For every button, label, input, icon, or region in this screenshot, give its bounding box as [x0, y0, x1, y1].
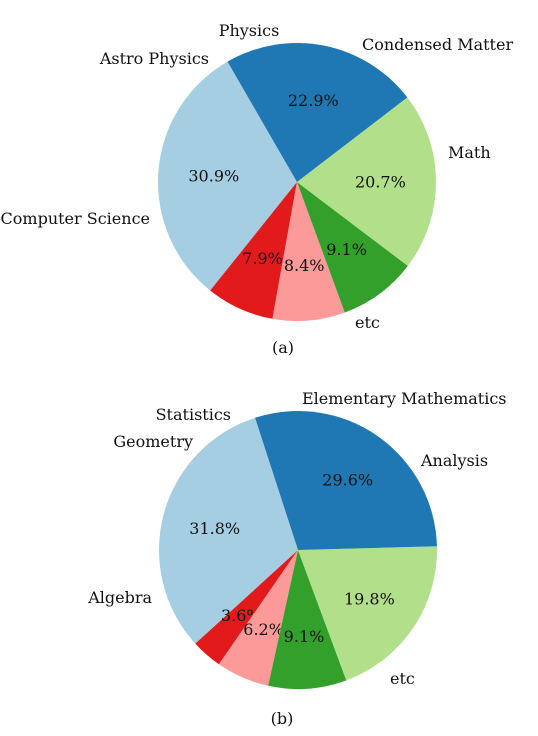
- pie-label-etc: etc: [390, 669, 415, 688]
- pie-label-physics: Physics: [219, 21, 280, 40]
- pie-slice-astro-physics: [210, 182, 297, 319]
- pie-percent-condensed-matter: 9.1%: [326, 240, 367, 259]
- pie-slice-elementary-mathematics: [268, 550, 347, 689]
- pie-label-computer-science: Computer Science: [1, 209, 150, 228]
- pie-label-math: Math: [448, 143, 491, 162]
- pie-percent-statistics: 6.2%: [243, 620, 284, 639]
- caption-a: (a): [272, 338, 294, 357]
- pie-label-geometry: Geometry: [113, 432, 193, 451]
- pie-slice-geometry: [195, 550, 298, 665]
- pie-label-astro-physics: Astro Physics: [99, 49, 209, 68]
- pie-label-algebra: Algebra: [87, 588, 152, 607]
- pie-percent-etc: 29.6%: [322, 471, 373, 490]
- pie-percent-math: 20.7%: [355, 173, 406, 192]
- pie-percent-astro-physics: 7.9%: [242, 249, 283, 268]
- pie-label-condensed-matter: Condensed Matter: [362, 35, 513, 54]
- pie-slice-physics: [272, 182, 345, 321]
- pie-label-etc: etc: [355, 313, 380, 332]
- pie-label-analysis: Analysis: [420, 451, 488, 470]
- pie-slice-condensed-matter: [297, 182, 408, 313]
- pie-percent-algebra: 31.8%: [189, 519, 240, 538]
- pie-percent-computer-science: 30.9%: [188, 167, 239, 186]
- pie-chart-b: 31.8%3.6%6.2% 9.1%19.8%29.6%AlgebraGeomet…: [87, 389, 507, 689]
- pie-slice-algebra: [158, 417, 298, 644]
- pie-percent-analysis: 19.8%: [344, 589, 395, 608]
- pie-slice-etc: [227, 42, 408, 182]
- pie-slice-computer-science: [157, 61, 297, 291]
- pie-slice-statistics: [218, 550, 298, 686]
- pie-slice-math: [297, 97, 436, 266]
- pie-percent-elementary-mathematics: 9.1%: [284, 627, 325, 646]
- pie-label-elementary-mathematics: Elementary Mathematics: [302, 389, 507, 408]
- pie-percent-physics: 8.4%: [284, 256, 325, 275]
- caption-b: (b): [271, 709, 294, 728]
- pie-label-statistics: Statistics: [156, 405, 231, 424]
- pie-percent-etc: 22.9%: [288, 91, 339, 110]
- pie-chart-a: 30.9% 7.9% 8.4%9.1% 20.7% 22.9% Computer Scie…: [1, 21, 514, 332]
- pie-slice-analysis: [298, 546, 438, 681]
- pie-slice-etc: [255, 410, 437, 550]
